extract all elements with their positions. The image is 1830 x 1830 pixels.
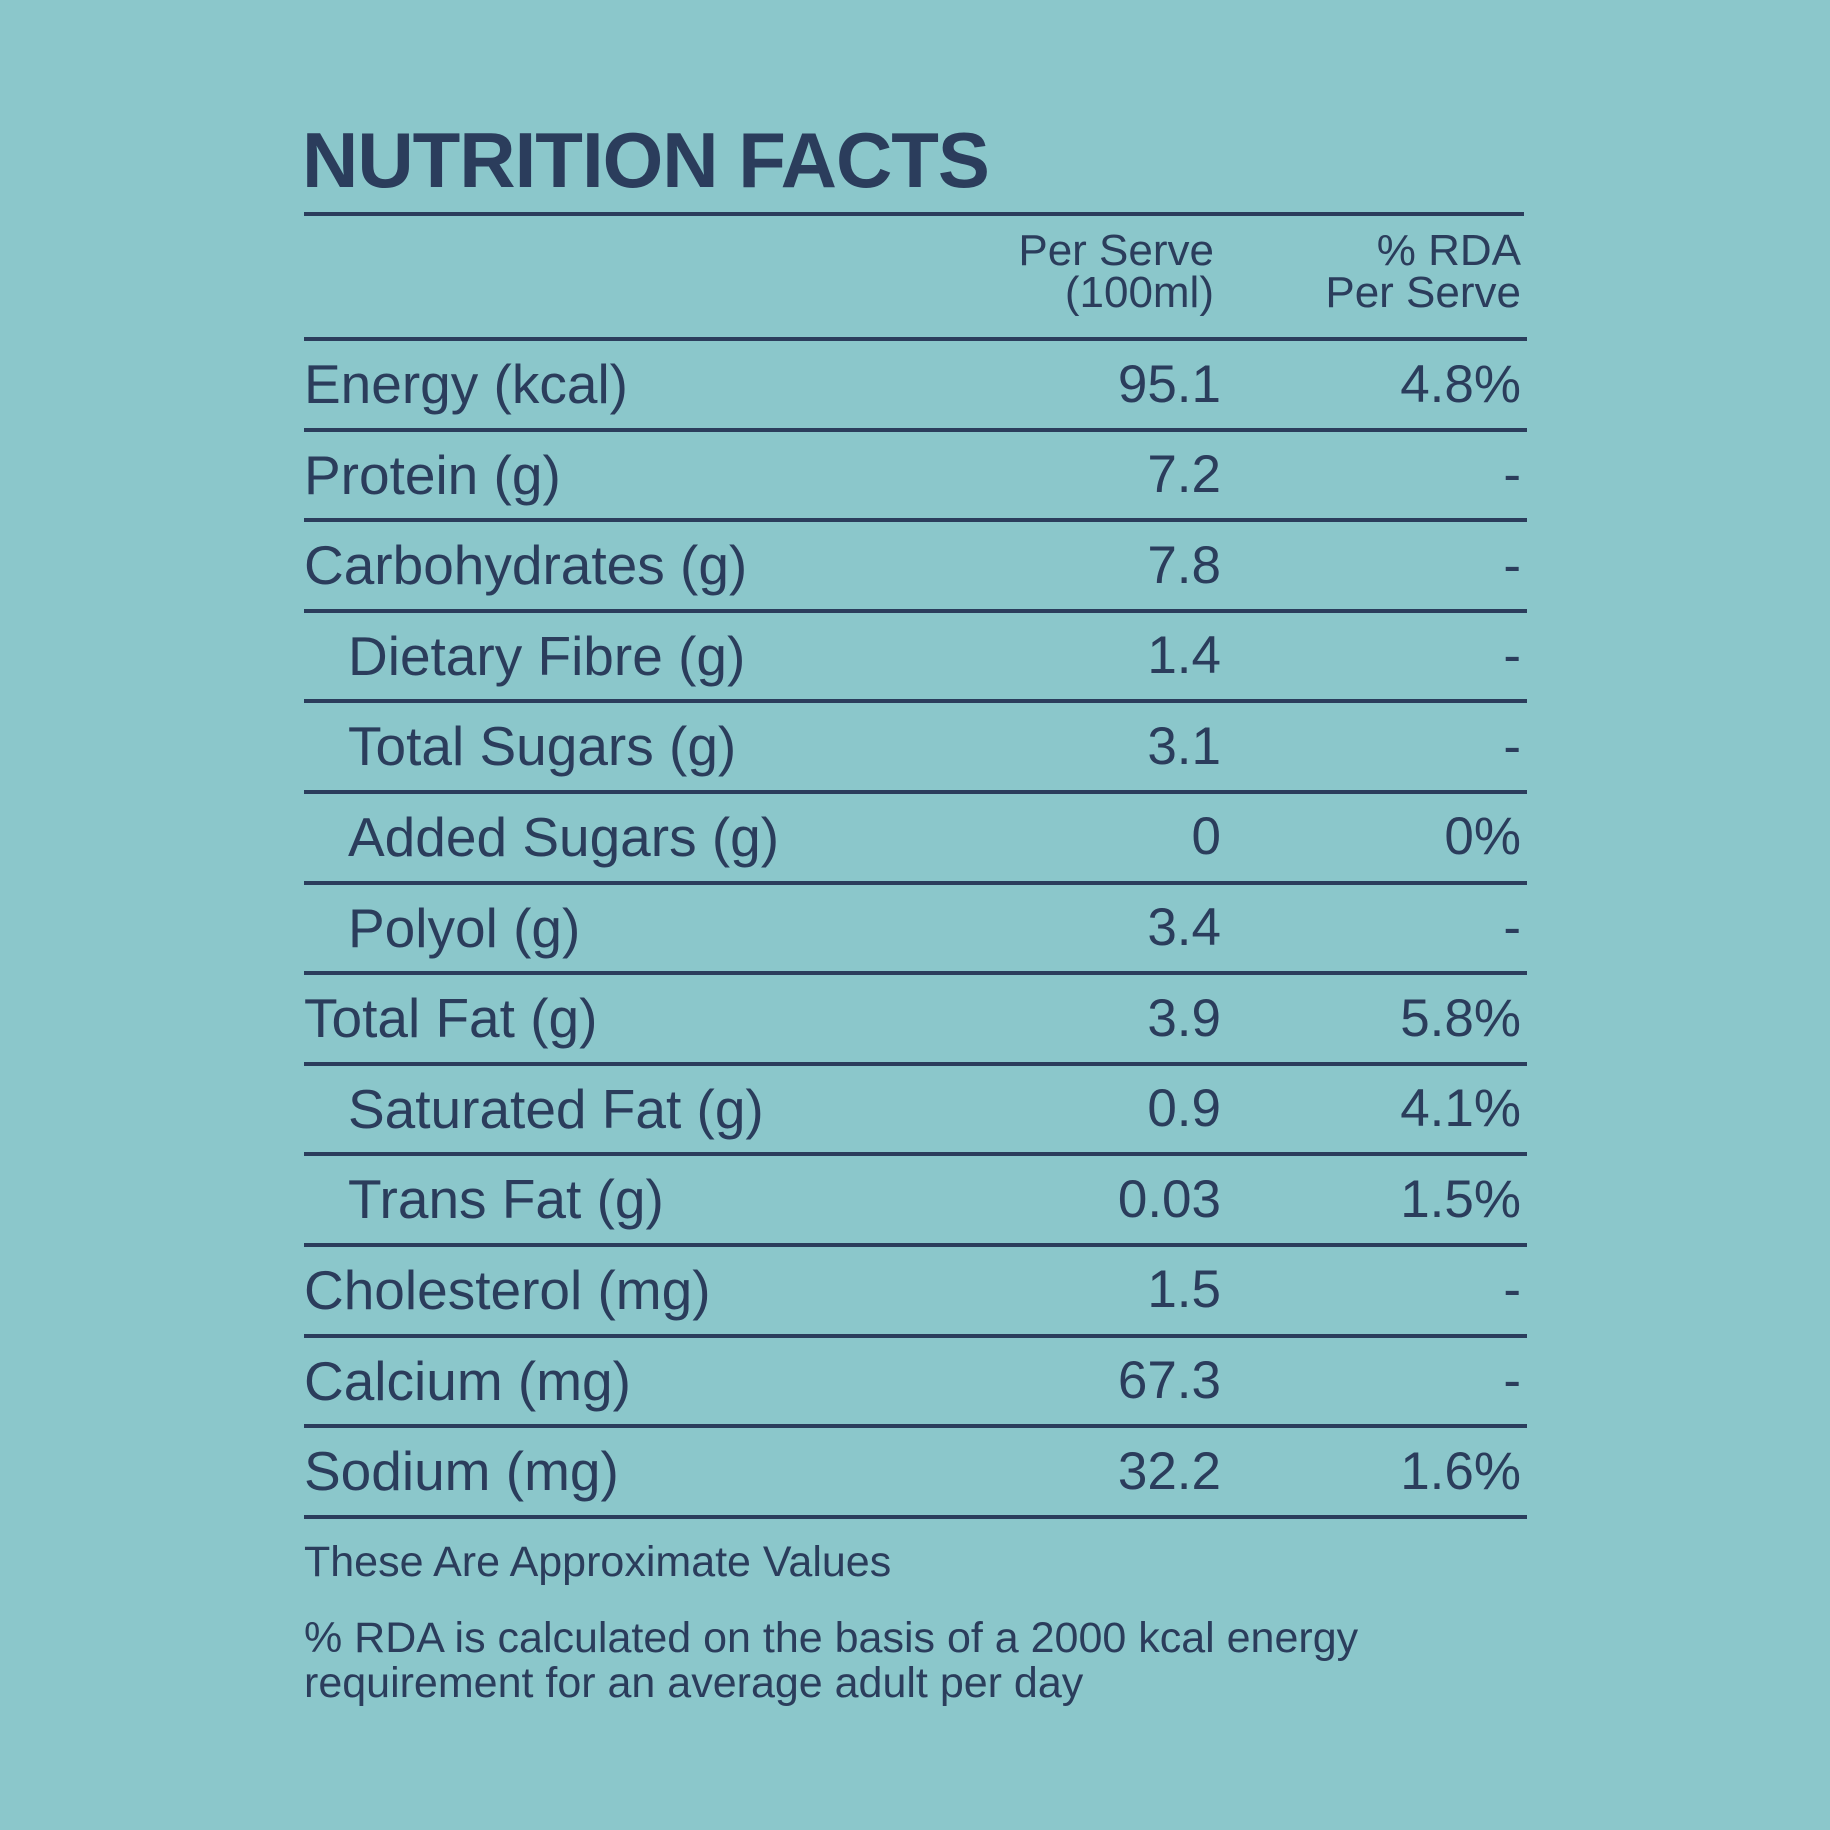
rda-value: 4.1% bbox=[1400, 1079, 1521, 1139]
rda-header-line1: % RDA bbox=[1376, 226, 1521, 275]
nutrient-label: Total Sugars (g) bbox=[348, 715, 737, 778]
nutrient-table-body: Energy (kcal) 95.1 4.8% Protein (g) 7.2- Carb… bbox=[304, 341, 1527, 1519]
table-row: Total Sugars (g) 3.1 - bbox=[304, 703, 1527, 794]
table-row: Protein (g) 7.2 - bbox=[304, 432, 1527, 523]
nutrient-label: Energy (kcal) bbox=[304, 353, 628, 415]
nutrient-label: Protein (g) bbox=[304, 443, 561, 506]
per-serve-value: 67.3 bbox=[1117, 1351, 1221, 1411]
nutrient-label: Trans Fat (g) bbox=[348, 1168, 664, 1231]
nutrient-label: Carbohydrates (g) bbox=[304, 534, 748, 597]
rda-value: - bbox=[1503, 716, 1521, 776]
approximate-values-note: These Are Approximate Values bbox=[304, 1537, 892, 1586]
table-row: Total Fat (g) 3.9 5.8% bbox=[304, 975, 1527, 1066]
per-serve-value: 3.4 bbox=[1147, 898, 1221, 958]
rda-value: - bbox=[1503, 1351, 1521, 1411]
nutrient-label: Dietary Fibre (g) bbox=[348, 624, 746, 687]
rda-value: 4.8% bbox=[1400, 354, 1521, 414]
nutrient-label: Saturated Fat (g) bbox=[348, 1077, 764, 1140]
per-serve-header-line2: (100ml) bbox=[1064, 268, 1214, 317]
rda-header-line2: Per Serve bbox=[1325, 268, 1521, 317]
nutrient-label: Sodium (mg) bbox=[304, 1440, 619, 1503]
per-serve-value: 7.2 bbox=[1147, 445, 1221, 505]
nutrient-label: Calcium (mg) bbox=[304, 1349, 631, 1412]
rda-value: - bbox=[1503, 535, 1521, 595]
per-serve-value: 0.9 bbox=[1147, 1079, 1221, 1139]
per-serve-value: 3.1 bbox=[1147, 716, 1221, 776]
rda-value: 1.6% bbox=[1400, 1441, 1521, 1501]
per-serve-value: 95.1 bbox=[1117, 354, 1221, 414]
table-row: Energy (kcal) 95.1 4.8% bbox=[304, 341, 1527, 432]
nutrient-label: Cholesterol (mg) bbox=[304, 1258, 711, 1321]
table-row: Added Sugars (g) 0 0% bbox=[304, 794, 1527, 885]
nutrient-label: Added Sugars (g) bbox=[348, 805, 780, 868]
per-serve-value: 0.03 bbox=[1117, 1169, 1221, 1229]
rda-header: % RDA Per Serve bbox=[1221, 226, 1521, 317]
table-row: Cholesterol (mg) 1.5 - bbox=[304, 1247, 1527, 1338]
rda-value: 0% bbox=[1444, 807, 1521, 867]
per-serve-value: 7.8 bbox=[1147, 535, 1221, 595]
table-row: Sodium (mg) 32.2 1.6% bbox=[304, 1428, 1527, 1519]
rda-value: - bbox=[1503, 626, 1521, 686]
rda-basis-note: % RDA is calculated on the basis of a 20… bbox=[304, 1614, 1359, 1707]
per-serve-value: 0 bbox=[1191, 807, 1221, 867]
per-serve-header-line1: Per Serve bbox=[1018, 226, 1214, 275]
nutrition-facts-panel: NUTRITION FACTS Per Serve (100ml) % RDA … bbox=[302, 110, 1527, 1707]
table-row: Saturated Fat (g) 0.9 4.1% bbox=[304, 1066, 1527, 1157]
rda-value: - bbox=[1503, 1260, 1521, 1320]
table-header: Per Serve (100ml) % RDA Per Serve bbox=[304, 216, 1527, 341]
top-divider bbox=[304, 212, 1524, 216]
rda-value: - bbox=[1503, 898, 1521, 958]
table-row: Carbohydrates (g) 7.8 - bbox=[304, 522, 1527, 613]
table-row: Calcium (mg) 67.3 - bbox=[304, 1338, 1527, 1429]
table-row: Dietary Fibre (g) 1.4 - bbox=[304, 613, 1527, 704]
per-serve-value: 1.5 bbox=[1147, 1260, 1221, 1320]
rda-value: 5.8% bbox=[1400, 988, 1521, 1048]
table-row: Polyol (g) 3.4 - bbox=[304, 885, 1527, 976]
table-row: Trans Fat (g) 0.03 1.5% bbox=[304, 1156, 1527, 1247]
rda-value: - bbox=[1503, 445, 1521, 505]
per-serve-value: 32.2 bbox=[1117, 1441, 1221, 1501]
per-serve-value: 3.9 bbox=[1147, 988, 1221, 1048]
nutrient-label: Total Fat (g) bbox=[304, 987, 598, 1050]
per-serve-header: Per Serve (100ml) bbox=[914, 226, 1214, 317]
page-title: NUTRITION FACTS bbox=[302, 116, 990, 204]
rda-value: 1.5% bbox=[1400, 1169, 1521, 1229]
nutrient-label: Polyol (g) bbox=[348, 896, 581, 959]
per-serve-value: 1.4 bbox=[1147, 626, 1221, 686]
